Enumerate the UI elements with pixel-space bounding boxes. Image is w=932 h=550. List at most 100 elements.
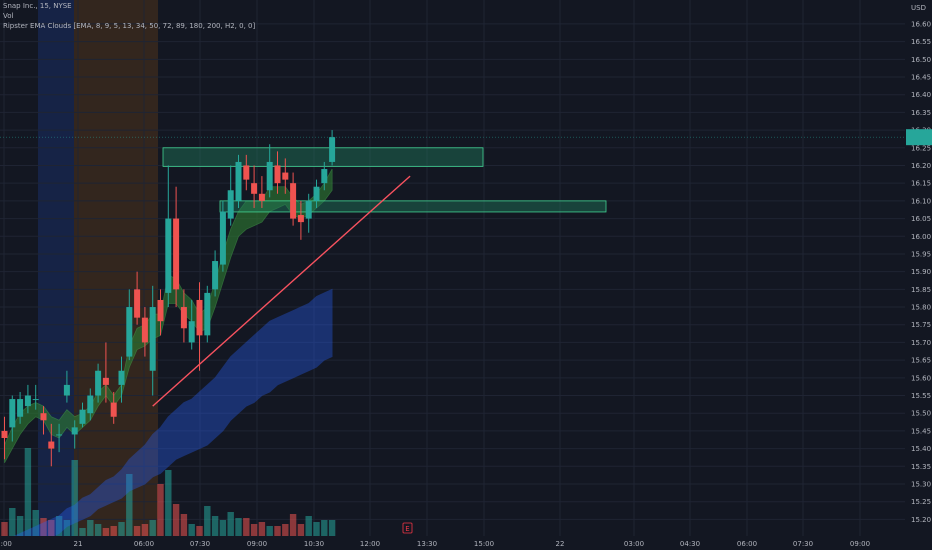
candle-body-37 <box>290 183 297 219</box>
candle-7 <box>56 423 63 453</box>
time-tick-14: 09:00 <box>850 540 870 548</box>
candle-body-15 <box>118 370 125 385</box>
volume-label[interactable]: Vol <box>3 12 14 20</box>
premarket-session-blue <box>38 0 74 536</box>
candle-1 <box>9 395 16 442</box>
candle-body-22 <box>173 218 180 290</box>
candle-body-42 <box>329 137 336 162</box>
volume-bar-40 <box>313 522 320 536</box>
volume-bar-10 <box>79 528 86 536</box>
volume-bar-32 <box>250 524 258 536</box>
candle-body-36 <box>282 172 289 180</box>
candle-body-3 <box>24 395 31 407</box>
earnings-badge: E <box>405 525 409 533</box>
candle-3 <box>24 384 31 414</box>
candle-8 <box>63 370 70 403</box>
candle-11 <box>87 388 94 421</box>
price-tick-14: 15.90 <box>911 268 931 276</box>
price-tick-5: 16.35 <box>911 109 931 117</box>
price-tick-26: 15.30 <box>911 480 931 488</box>
volume-bar-28 <box>219 520 227 536</box>
candle-body-18 <box>141 317 148 343</box>
current-price-badge <box>906 129 932 146</box>
candle-body-34 <box>266 161 273 191</box>
time-tick-3: 07:30 <box>190 540 210 548</box>
time-tick-10: 03:00 <box>624 540 644 548</box>
price-tick-18: 15.70 <box>911 339 931 347</box>
price-tick-20: 15.60 <box>911 374 931 382</box>
candle-body-14 <box>110 402 117 417</box>
price-tick-22: 15.50 <box>911 410 931 418</box>
volume-bar-8 <box>63 520 71 536</box>
candle-12 <box>95 363 102 403</box>
volume-bar-0 <box>1 522 8 536</box>
volume-bar-29 <box>227 512 234 536</box>
candle-body-4 <box>32 399 39 401</box>
horizontal-zones <box>0 136 905 213</box>
volume-bar-4 <box>32 510 39 536</box>
candle-body-12 <box>95 370 102 396</box>
price-tick-4: 16.40 <box>911 91 931 99</box>
price-tick-27: 15.25 <box>911 498 931 506</box>
time-tick-12: 06:00 <box>737 540 757 548</box>
candle-body-20 <box>157 299 164 322</box>
candle-body-31 <box>243 165 250 180</box>
candle-32 <box>251 165 258 208</box>
volume-bar-22 <box>172 504 180 536</box>
price-tick-9: 16.15 <box>911 180 931 188</box>
candle-body-10 <box>79 409 86 424</box>
candle-27 <box>212 250 219 297</box>
volume-bar-13 <box>102 528 110 536</box>
symbol-title[interactable]: Snap Inc., 15, NYSE <box>3 2 72 10</box>
candle-9 <box>71 420 78 449</box>
candle-body-11 <box>87 395 94 414</box>
price-tick-21: 15.55 <box>911 392 931 400</box>
price-tick-1: 16.55 <box>911 38 931 46</box>
candle-body-29 <box>227 190 234 219</box>
candle-24 <box>188 299 195 350</box>
candle-body-38 <box>297 215 304 223</box>
candle-body-0 <box>1 430 8 438</box>
candle-2 <box>17 391 24 424</box>
volume-bar-39 <box>305 516 312 536</box>
candle-5 <box>40 406 47 435</box>
time-tick-6: 12:00 <box>360 540 380 548</box>
candle-body-19 <box>149 307 156 371</box>
time-tick-0: 2:00 <box>0 540 12 548</box>
candle-body-39 <box>305 200 312 219</box>
candle-23 <box>180 289 187 343</box>
candle-19 <box>149 285 156 396</box>
candle-17 <box>134 271 141 325</box>
price-tick-3: 16.45 <box>911 74 931 82</box>
price-tick-8: 16.20 <box>911 162 931 170</box>
price-tick-28: 15.20 <box>911 516 931 524</box>
price-tick-0: 16.60 <box>911 20 931 28</box>
candlesticks <box>1 130 336 467</box>
volume-bar-37 <box>289 514 297 536</box>
candle-0 <box>1 416 8 460</box>
time-tick-1: 21 <box>74 540 83 548</box>
candle-39 <box>305 193 312 233</box>
candle-body-23 <box>180 307 187 329</box>
candle-21 <box>165 165 172 308</box>
price-tick-16: 15.80 <box>911 304 931 312</box>
candle-body-33 <box>258 193 265 201</box>
candle-37 <box>290 172 297 226</box>
volume-bar-26 <box>204 506 211 536</box>
volume-bar-34 <box>266 526 273 536</box>
candle-body-8 <box>63 384 70 396</box>
time-axis-background <box>0 536 905 550</box>
volume-bar-23 <box>180 514 188 536</box>
time-tick-5: 10:30 <box>304 540 324 548</box>
indicator-label[interactable]: Ripster EMA Clouds [EMA, 8, 9, 5, 13, 34… <box>3 22 256 30</box>
earnings-badge-box <box>402 522 413 534</box>
volume-bar-5 <box>40 518 47 536</box>
support-trendline <box>152 175 411 407</box>
candle-13 <box>102 342 109 403</box>
volume-bar-14 <box>110 526 117 536</box>
candle-25 <box>196 282 203 371</box>
volume-bar-19 <box>149 520 156 536</box>
candle-20 <box>157 289 164 336</box>
